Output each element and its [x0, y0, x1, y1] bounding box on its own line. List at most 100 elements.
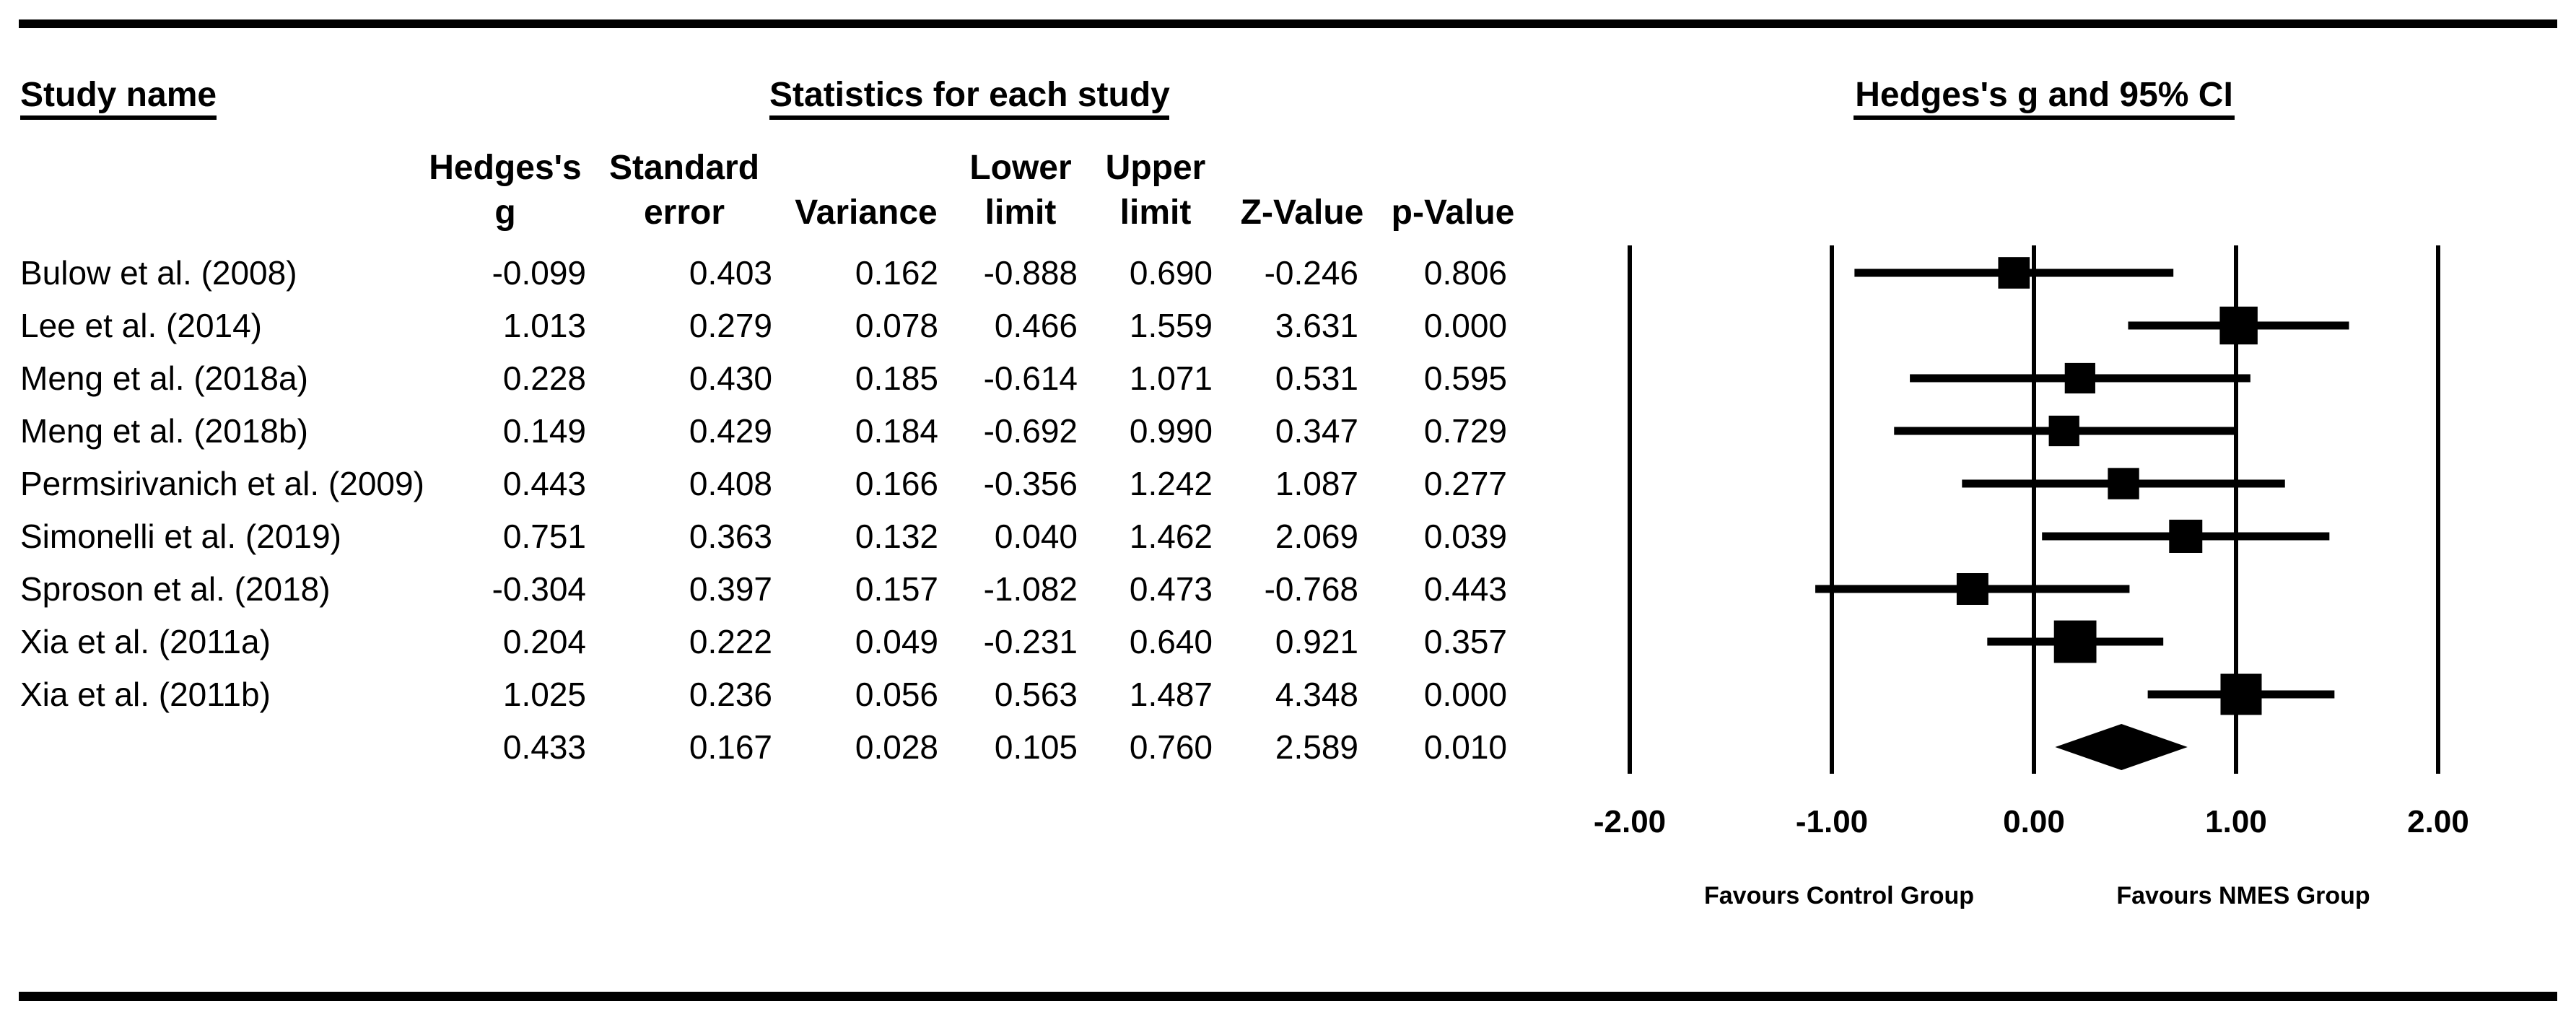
stat-cell-upper: 1.462 — [1129, 518, 1213, 555]
stat-cell-se: 0.236 — [689, 676, 772, 713]
effect-square — [2053, 620, 2097, 663]
study-name-cell: Xia et al. (2011b) — [20, 676, 271, 713]
stat-cell-se: 0.167 — [689, 728, 772, 766]
column-header-p-value: p-Value — [1391, 193, 1515, 232]
table-row-summary: 0.433 0.167 0.028 0.105 0.760 2.589 0.010 — [0, 727, 1552, 767]
stat-cell-upper: 0.690 — [1129, 254, 1213, 292]
stat-cell-p: 0.595 — [1423, 359, 1507, 397]
stat-cell-z: 4.348 — [1275, 676, 1358, 713]
effect-square — [2169, 520, 2203, 553]
stat-cell-lower: -0.356 — [983, 465, 1078, 502]
x-tick-label: -2.00 — [1594, 804, 1666, 839]
summary-diamond — [2055, 724, 2188, 770]
stat-cell-p: 0.010 — [1423, 728, 1507, 766]
stat-cell-variance: 0.166 — [855, 465, 938, 502]
effect-square — [1998, 257, 2030, 289]
table-row: Permsirivanich et al. (2009) 0.443 0.408 0.… — [0, 463, 1552, 504]
column-header-hedges-g-line2: g — [494, 193, 516, 232]
stat-cell-z: 2.069 — [1275, 518, 1358, 555]
stat-cell-variance: 0.049 — [855, 623, 938, 660]
stat-cell-variance: 0.028 — [855, 728, 938, 766]
statistics-header: Statistics for each study — [769, 77, 1170, 120]
column-header-lower-limit: Lower limit — [912, 146, 1129, 235]
stat-cell-lower: 0.040 — [994, 518, 1078, 555]
stat-cell-upper: 0.990 — [1129, 412, 1213, 450]
stat-cell-upper: 0.640 — [1129, 623, 1213, 660]
column-header-lower-limit-line2: limit — [984, 193, 1057, 232]
study-name-header: Study name — [20, 77, 217, 120]
column-header-hedges-g-line1: Hedges's — [429, 149, 582, 187]
table-row: Simonelli et al. (2019) 0.751 0.363 0.132 0.… — [0, 516, 1552, 556]
stat-cell-variance: 0.162 — [855, 254, 938, 292]
stat-cell-se: 0.397 — [689, 570, 772, 608]
stat-cell-se: 0.279 — [689, 307, 772, 344]
stat-cell-variance: 0.078 — [855, 307, 938, 344]
forest-plot: -2.00 -1.00 0.00 1.00 2.00 Favours Control Gr… — [1594, 245, 2469, 909]
stat-cell-se: 0.363 — [689, 518, 772, 555]
stat-cell-z: 0.921 — [1275, 623, 1358, 660]
table-row: Meng et al. (2018a) 0.228 0.430 0.185 -0.614… — [0, 358, 1552, 398]
study-name-cell: Meng et al. (2018a) — [20, 359, 308, 397]
stat-cell-p: 0.729 — [1423, 412, 1507, 450]
column-header-standard-error: Standard error — [576, 146, 793, 235]
favours-control-label: Favours Control Group — [1704, 882, 1974, 909]
effect-square — [2219, 306, 2258, 345]
x-tick-label: -1.00 — [1796, 804, 1868, 839]
stat-cell-g: 0.751 — [502, 518, 586, 555]
stat-cell-upper: 0.760 — [1129, 728, 1213, 766]
stat-cell-se: 0.430 — [689, 359, 772, 397]
stat-cell-lower: -1.082 — [983, 570, 1078, 608]
study-name-cell: Simonelli et al. (2019) — [20, 518, 341, 555]
effect-square — [2220, 673, 2262, 715]
stat-cell-lower: -0.614 — [983, 359, 1078, 397]
table-row: Lee et al. (2014) 1.013 0.279 0.078 0.466 1.5… — [0, 305, 1552, 346]
column-header-z-value: Z-Value — [1240, 193, 1364, 232]
effect-square — [2108, 468, 2139, 499]
effect-square — [2048, 415, 2079, 447]
stat-cell-p: 0.277 — [1423, 465, 1507, 502]
study-name-cell: Sproson et al. (2018) — [20, 570, 331, 608]
stat-cell-variance: 0.132 — [855, 518, 938, 555]
stat-cell-g: 0.433 — [502, 728, 586, 766]
stat-cell-variance: 0.157 — [855, 570, 938, 608]
stat-cell-g: 0.149 — [502, 412, 586, 450]
study-name-cell: Bulow et al. (2008) — [20, 254, 297, 292]
stat-cell-upper: 1.487 — [1129, 676, 1213, 713]
plot-header: Hedges's g and 95% CI — [1854, 77, 2235, 120]
stat-cell-p: 0.000 — [1423, 307, 1507, 344]
stat-cell-variance: 0.056 — [855, 676, 938, 713]
stat-cell-z: 0.531 — [1275, 359, 1358, 397]
x-tick-label: 1.00 — [2205, 804, 2267, 839]
stat-cell-g: 1.013 — [502, 307, 586, 344]
stat-cell-g: -0.099 — [492, 254, 586, 292]
column-header-standard-error-line2: error — [643, 193, 725, 232]
stat-cell-z: 2.589 — [1275, 728, 1358, 766]
stat-cell-lower: 0.563 — [994, 676, 1078, 713]
stat-cell-upper: 1.559 — [1129, 307, 1213, 344]
stat-cell-z: -0.768 — [1264, 570, 1358, 608]
column-header-variance: Variance — [795, 193, 938, 232]
stat-cell-p: 0.806 — [1423, 254, 1507, 292]
effect-square — [2064, 362, 2095, 394]
stat-cell-lower: -0.692 — [983, 412, 1078, 450]
stat-cell-z: -0.246 — [1264, 254, 1358, 292]
stat-cell-se: 0.222 — [689, 623, 772, 660]
stat-cell-lower: 0.466 — [994, 307, 1078, 344]
column-header-upper-limit-line2: limit — [1119, 193, 1192, 232]
stat-cell-p: 0.443 — [1423, 570, 1507, 608]
stat-cell-upper: 1.242 — [1129, 465, 1213, 502]
stat-cell-variance: 0.185 — [855, 359, 938, 397]
stat-cell-lower: -0.231 — [983, 623, 1078, 660]
table-row: Meng et al. (2018b) 0.149 0.429 0.184 -0.692… — [0, 411, 1552, 451]
stat-cell-se: 0.403 — [689, 254, 772, 292]
stat-cell-z: 0.347 — [1275, 412, 1358, 450]
column-header-upper-limit-line1: Upper — [1105, 149, 1206, 187]
stat-cell-lower: -0.888 — [983, 254, 1078, 292]
study-name-cell: Xia et al. (2011a) — [20, 623, 271, 660]
table-row: Xia et al. (2011b) 1.025 0.236 0.056 0.563 1.… — [0, 674, 1552, 715]
column-header-lower-limit-line1: Lower — [969, 149, 1072, 187]
stat-cell-g: 1.025 — [502, 676, 586, 713]
column-header-hedges-g: Hedges's g — [397, 146, 614, 235]
study-name-cell: Permsirivanich et al. (2009) — [20, 465, 424, 502]
